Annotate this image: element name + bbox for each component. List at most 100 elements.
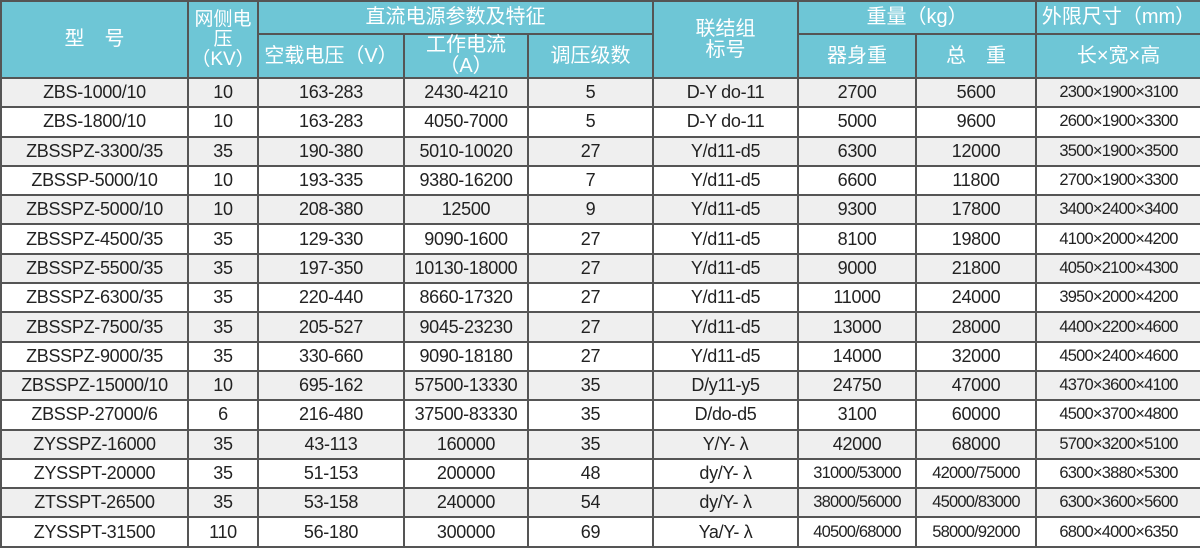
table-row: ZTSSPT-26500 35 53-158 240000 54 dy/Y- λ 38000… xyxy=(0,487,1200,519)
cell-grid-voltage: 35 xyxy=(187,457,259,490)
cell-regulation-steps: 35 xyxy=(526,428,655,460)
cell-grid-voltage: 10 xyxy=(187,106,259,138)
cell-regulation-steps: 69 xyxy=(526,516,655,548)
cell-grid-voltage: 10 xyxy=(187,369,259,402)
cell-connection-group: D-Y do-11 xyxy=(652,76,800,109)
header-regulation-steps: 调压级数 xyxy=(526,33,655,79)
cell-no-load-voltage: 43-113 xyxy=(257,428,405,460)
table-row: ZBSSPZ-9000/35 35 330-660 9090-18180 27 Y/d11… xyxy=(0,340,1200,372)
cell-total-weight: 9600 xyxy=(915,106,1038,138)
cell-total-weight: 47000 xyxy=(915,369,1038,402)
cell-connection-group: Y/d11-d5 xyxy=(652,164,800,197)
cell-regulation-steps: 5 xyxy=(526,76,655,109)
cell-outline-size: 5700×3200×5100 xyxy=(1035,428,1200,460)
cell-model: ZBSSPZ-9000/35 xyxy=(0,340,189,372)
cell-regulation-steps: 27 xyxy=(526,135,655,167)
table-row: ZYSSPZ-16000 35 43-113 160000 35 Y/Y- λ 42000 6… xyxy=(0,428,1200,460)
cell-body-weight: 2700 xyxy=(797,76,918,109)
table-row: ZBSSP-27000/6 6 216-480 37500-83330 35 D/do-d… xyxy=(0,399,1200,431)
cell-grid-voltage: 35 xyxy=(187,135,259,167)
cell-model: ZBSSP-5000/10 xyxy=(0,164,189,197)
cell-total-weight: 11800 xyxy=(915,164,1038,197)
cell-connection-group: Y/d11-d5 xyxy=(652,194,800,226)
cell-working-current: 160000 xyxy=(403,428,529,460)
table-row: ZBSSP-5000/10 10 193-335 9380-16200 7 Y/d11-d… xyxy=(0,164,1200,197)
cell-model: ZYSSPT-20000 xyxy=(0,457,189,490)
cell-regulation-steps: 27 xyxy=(526,223,655,255)
cell-body-weight: 11000 xyxy=(797,282,918,314)
cell-working-current: 5010-10020 xyxy=(403,135,529,167)
header-grid-voltage: 网侧电压（KV） xyxy=(187,0,259,79)
cell-outline-size: 2700×1900×3300 xyxy=(1035,164,1200,197)
cell-connection-group: D-Y do-11 xyxy=(652,106,800,138)
cell-grid-voltage: 6 xyxy=(187,399,259,431)
cell-grid-voltage: 35 xyxy=(187,487,259,519)
cell-working-current: 9090-1600 xyxy=(403,223,529,255)
cell-connection-group: Y/d11-d5 xyxy=(652,282,800,314)
cell-model: ZBSSPZ-15000/10 xyxy=(0,369,189,402)
header-body-weight: 器身重 xyxy=(797,33,918,79)
cell-no-load-voltage: 190-380 xyxy=(257,135,405,167)
cell-working-current: 9090-18180 xyxy=(403,340,529,372)
header-working-current: 工作电流（A） xyxy=(403,33,529,79)
header-no-load-voltage: 空载电压（V） xyxy=(257,33,405,79)
cell-total-weight: 28000 xyxy=(915,311,1038,343)
cell-body-weight: 40500/68000 xyxy=(797,516,918,548)
cell-connection-group: Y/d11-d5 xyxy=(652,311,800,343)
cell-body-weight: 24750 xyxy=(797,369,918,402)
cell-outline-size: 4400×2200×4600 xyxy=(1035,311,1200,343)
cell-total-weight: 32000 xyxy=(915,340,1038,372)
cell-total-weight: 60000 xyxy=(915,399,1038,431)
cell-working-current: 200000 xyxy=(403,457,529,490)
cell-body-weight: 14000 xyxy=(797,340,918,372)
header-total-weight: 总 重 xyxy=(915,33,1038,79)
cell-regulation-steps: 35 xyxy=(526,399,655,431)
cell-model: ZBSSPZ-3300/35 xyxy=(0,135,189,167)
cell-model: ZTSSPT-26500 xyxy=(0,487,189,519)
cell-outline-size: 4500×2400×4600 xyxy=(1035,340,1200,372)
cell-body-weight: 42000 xyxy=(797,428,918,460)
cell-grid-voltage: 35 xyxy=(187,252,259,285)
cell-model: ZBS-1800/10 xyxy=(0,106,189,138)
cell-working-current: 9045-23230 xyxy=(403,311,529,343)
cell-total-weight: 19800 xyxy=(915,223,1038,255)
cell-outline-size: 6800×4000×6350 xyxy=(1035,516,1200,548)
cell-body-weight: 9000 xyxy=(797,252,918,285)
cell-body-weight: 9300 xyxy=(797,194,918,226)
cell-outline-size: 3400×2400×3400 xyxy=(1035,194,1200,226)
cell-grid-voltage: 10 xyxy=(187,76,259,109)
cell-outline-size: 2600×1900×3300 xyxy=(1035,106,1200,138)
cell-working-current: 9380-16200 xyxy=(403,164,529,197)
cell-working-current: 300000 xyxy=(403,516,529,548)
cell-no-load-voltage: 193-335 xyxy=(257,164,405,197)
cell-no-load-voltage: 129-330 xyxy=(257,223,405,255)
cell-grid-voltage: 10 xyxy=(187,164,259,197)
cell-no-load-voltage: 51-153 xyxy=(257,457,405,490)
cell-connection-group: D/y11-y5 xyxy=(652,369,800,402)
table-row: ZBSSPZ-15000/10 10 695-162 57500-13330 35 D/y… xyxy=(0,369,1200,402)
cell-total-weight: 21800 xyxy=(915,252,1038,285)
cell-outline-size: 3950×2000×4200 xyxy=(1035,282,1200,314)
cell-total-weight: 42000/75000 xyxy=(915,457,1038,490)
cell-outline-size: 4050×2100×4300 xyxy=(1035,252,1200,285)
cell-working-current: 57500-13330 xyxy=(403,369,529,402)
cell-outline-size: 4370×3600×4100 xyxy=(1035,369,1200,402)
header-dc-params: 直流电源参数及特征 xyxy=(256,0,655,35)
cell-no-load-voltage: 197-350 xyxy=(257,252,405,285)
cell-regulation-steps: 27 xyxy=(526,311,655,343)
table-row: ZYSSPT-20000 35 51-153 200000 48 dy/Y- λ 31000… xyxy=(0,457,1200,490)
cell-no-load-voltage: 163-283 xyxy=(257,76,405,109)
cell-body-weight: 13000 xyxy=(797,311,918,343)
table-row: ZBS-1000/10 10 163-283 2430-4210 5 D-Y do-11 2… xyxy=(0,76,1200,109)
cell-regulation-steps: 27 xyxy=(526,340,655,372)
cell-regulation-steps: 35 xyxy=(526,369,655,402)
cell-no-load-voltage: 208-380 xyxy=(257,194,405,226)
cell-total-weight: 45000/83000 xyxy=(915,487,1038,519)
cell-regulation-steps: 7 xyxy=(526,164,655,197)
cell-grid-voltage: 35 xyxy=(187,340,259,372)
cell-regulation-steps: 5 xyxy=(526,106,655,138)
cell-connection-group: Y/d11-d5 xyxy=(652,135,800,167)
cell-total-weight: 12000 xyxy=(915,135,1038,167)
table-row: ZYSSPT-31500 110 56-180 300000 69 Ya/Y- λ 4050… xyxy=(0,516,1200,548)
